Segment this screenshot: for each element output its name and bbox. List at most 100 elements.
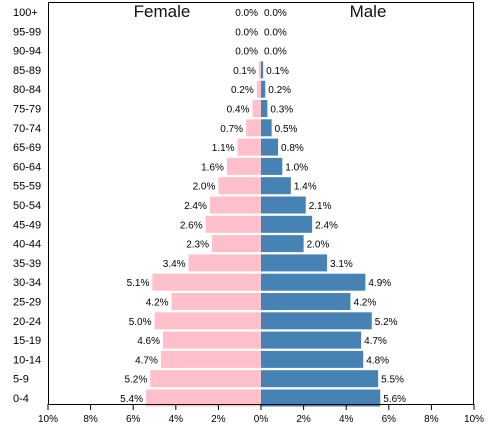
male-value-90-94: 0.0% (264, 47, 287, 58)
age-label-40-44: 40-44 (13, 239, 41, 251)
male-value-45-49: 2.4% (315, 220, 338, 231)
age-label-75-79: 75-79 (13, 104, 41, 116)
x-tick-label: 4% (339, 414, 354, 425)
x-tick-label: 6% (382, 414, 397, 425)
male-value-40-44: 2.0% (307, 240, 330, 251)
female-bar-15-19 (163, 331, 261, 349)
male-bar-15-19 (261, 331, 362, 349)
female-value-85-89: 0.1% (233, 66, 256, 77)
female-value-15-19: 4.6% (137, 336, 160, 347)
x-tick-label: 8% (424, 414, 439, 425)
male-value-60-64: 1.0% (285, 162, 308, 173)
female-bar-35-39 (188, 254, 261, 272)
age-label-30-34: 30-34 (13, 277, 41, 289)
female-group-label: Female (134, 2, 191, 21)
female-value-30-34: 5.1% (127, 278, 150, 289)
age-label-10-14: 10-14 (13, 354, 41, 366)
female-value-50-54: 2.4% (184, 201, 207, 212)
male-value-5-9: 5.5% (381, 375, 404, 386)
x-tick-label: 0% (254, 414, 269, 425)
female-value-100-: 0.0% (235, 8, 258, 19)
x-tick-label: 6% (126, 414, 141, 425)
male-bar-40-44 (261, 235, 304, 253)
female-bar-20-24 (154, 312, 261, 330)
x-tick-label: 10% (464, 414, 484, 425)
male-value-0-4: 5.6% (383, 394, 406, 405)
age-labels-group: 100+ 95-99 90-94 85-89 80-84 75-79 70-74 65-69 6… (13, 7, 41, 405)
female-bar-65-69 (237, 138, 261, 156)
x-axis-ticks: 10% 8% 6% 4% 2% 0% 2% 4% 6% 8% 10% (38, 404, 484, 425)
male-value-55-59: 1.4% (294, 182, 317, 193)
male-bar-60-64 (261, 157, 283, 175)
age-label-65-69: 65-69 (13, 142, 41, 154)
male-bar-55-59 (261, 177, 291, 195)
female-bar-40-44 (212, 235, 261, 253)
female-value-95-99: 0.0% (235, 27, 258, 38)
age-label-5-9: 5-9 (13, 374, 29, 386)
male-value-75-79: 0.3% (270, 105, 293, 116)
male-bar-30-34 (261, 273, 366, 291)
x-tick-label: 2% (211, 414, 226, 425)
male-value-65-69: 0.8% (281, 143, 304, 154)
male-bar-45-49 (261, 215, 313, 233)
male-bar-75-79 (261, 100, 268, 117)
male-value-30-34: 4.9% (368, 278, 391, 289)
male-value-20-24: 5.2% (375, 317, 398, 328)
age-label-0-4: 0-4 (13, 393, 29, 405)
percent-labels-group: 0.0% 0.0% 0.0% 0.0% 0.0% 0.0% 0.1% 0.1% 0.2% 0.2%… (120, 8, 406, 405)
female-value-25-29: 4.2% (146, 298, 169, 309)
male-value-70-74: 0.5% (275, 124, 298, 135)
female-value-60-64: 1.6% (201, 162, 224, 173)
age-label-35-39: 35-39 (13, 258, 41, 270)
male-bar-65-69 (261, 138, 279, 156)
age-label-15-19: 15-19 (13, 335, 41, 347)
female-value-65-69: 1.1% (212, 143, 235, 154)
female-bar-70-74 (246, 119, 261, 137)
female-bar-75-79 (252, 100, 261, 117)
female-bar-50-54 (209, 196, 261, 214)
female-bar-85-89 (258, 61, 261, 79)
x-tick-label: 4% (169, 414, 184, 425)
female-value-55-59: 2.0% (193, 182, 216, 193)
x-tick-label: 8% (83, 414, 98, 425)
female-value-20-24: 5.0% (129, 317, 152, 328)
male-bar-80-84 (261, 80, 266, 98)
male-value-100-: 0.0% (264, 8, 287, 19)
female-value-40-44: 2.3% (186, 240, 209, 251)
male-bar-10-14 (261, 350, 364, 368)
age-label-100-: 100+ (13, 7, 38, 19)
female-bar-0-4 (145, 389, 261, 407)
female-value-45-49: 2.6% (180, 220, 203, 231)
age-label-50-54: 50-54 (13, 200, 41, 212)
female-bar-45-49 (205, 215, 261, 233)
female-value-35-39: 3.4% (163, 259, 186, 270)
age-label-55-59: 55-59 (13, 181, 41, 193)
male-value-85-89: 0.1% (266, 66, 289, 77)
male-value-10-14: 4.8% (366, 355, 389, 366)
age-label-90-94: 90-94 (13, 46, 41, 58)
female-bar-55-59 (218, 177, 261, 195)
female-bar-30-34 (152, 273, 261, 291)
female-value-75-79: 0.4% (227, 105, 250, 116)
female-value-80-84: 0.2% (231, 85, 254, 96)
male-bar-20-24 (261, 312, 372, 330)
male-group-label: Male (350, 2, 387, 21)
male-value-50-54: 2.1% (309, 201, 332, 212)
female-value-70-74: 0.7% (220, 124, 243, 135)
male-bar-25-29 (261, 293, 351, 310)
age-label-95-99: 95-99 (13, 26, 41, 38)
male-bar-50-54 (261, 196, 306, 214)
bars-group (145, 61, 381, 407)
male-bar-0-4 (261, 389, 381, 407)
male-bar-85-89 (261, 61, 264, 79)
male-value-25-29: 4.2% (353, 298, 376, 309)
male-value-95-99: 0.0% (264, 27, 287, 38)
x-tick-label: 10% (38, 414, 58, 425)
female-bar-5-9 (150, 370, 261, 388)
female-bar-80-84 (256, 80, 261, 98)
male-value-80-84: 0.2% (268, 85, 291, 96)
female-value-5-9: 5.2% (124, 375, 147, 386)
male-bar-5-9 (261, 370, 379, 388)
age-label-20-24: 20-24 (13, 316, 41, 328)
